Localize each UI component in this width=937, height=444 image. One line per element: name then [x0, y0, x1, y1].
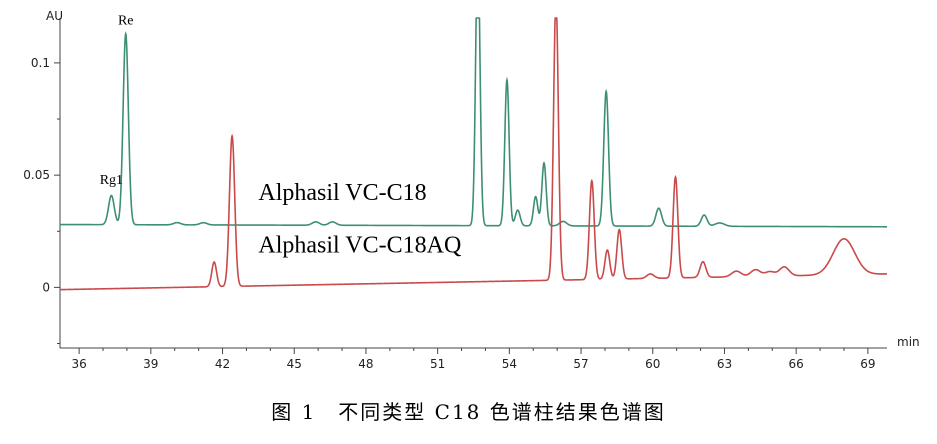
axes [59, 18, 887, 349]
x-tick-label: 54 [502, 357, 517, 371]
x-tick-label: 42 [215, 357, 230, 371]
series-line-2 [60, 17, 887, 291]
y-ticks: 0 0.05 0.1 [23, 56, 60, 345]
x-tick-label: 36 [71, 357, 86, 371]
figure-caption: 图 1 不同类型 C18 色谱柱结果色谱图 [271, 400, 666, 424]
x-tick-label: 66 [789, 357, 804, 371]
y-axis-label: AU [46, 9, 63, 23]
x-tick-label: 63 [717, 357, 732, 371]
series-label-1: Alphasil VC-C18 [258, 180, 426, 206]
x-axis-label: min [897, 335, 920, 349]
y-tick-label: 0.05 [23, 168, 50, 182]
chromatogram-chart: 0 0.05 0.1 36 39 42 45 48 51 54 57 60 63 66 69 AU min… [23, 9, 920, 371]
series-label-2: Alphasil VC-C18AQ [258, 233, 461, 259]
x-tick-label: 57 [573, 357, 588, 371]
x-tick-label: 39 [143, 357, 158, 371]
series-layer: Alphasil VC-C18 Alphasil VC-C18AQ [60, 17, 888, 291]
y-tick-label: 0 [42, 280, 50, 294]
x-ticks: 36 39 42 45 48 51 54 57 60 63 66 69 [71, 348, 876, 371]
x-tick-label: 69 [860, 357, 875, 371]
peak-label-re: Re [118, 14, 134, 29]
x-tick-label: 51 [430, 357, 445, 371]
y-tick-label: 0.1 [31, 56, 50, 70]
x-tick-label: 60 [645, 357, 660, 371]
x-tick-label: 45 [287, 357, 302, 371]
series-line-1 [60, 17, 888, 228]
annotation-layer: Re Rg1 [100, 14, 134, 188]
x-tick-label: 48 [358, 357, 373, 371]
peak-label-rg1: Rg1 [100, 173, 123, 188]
